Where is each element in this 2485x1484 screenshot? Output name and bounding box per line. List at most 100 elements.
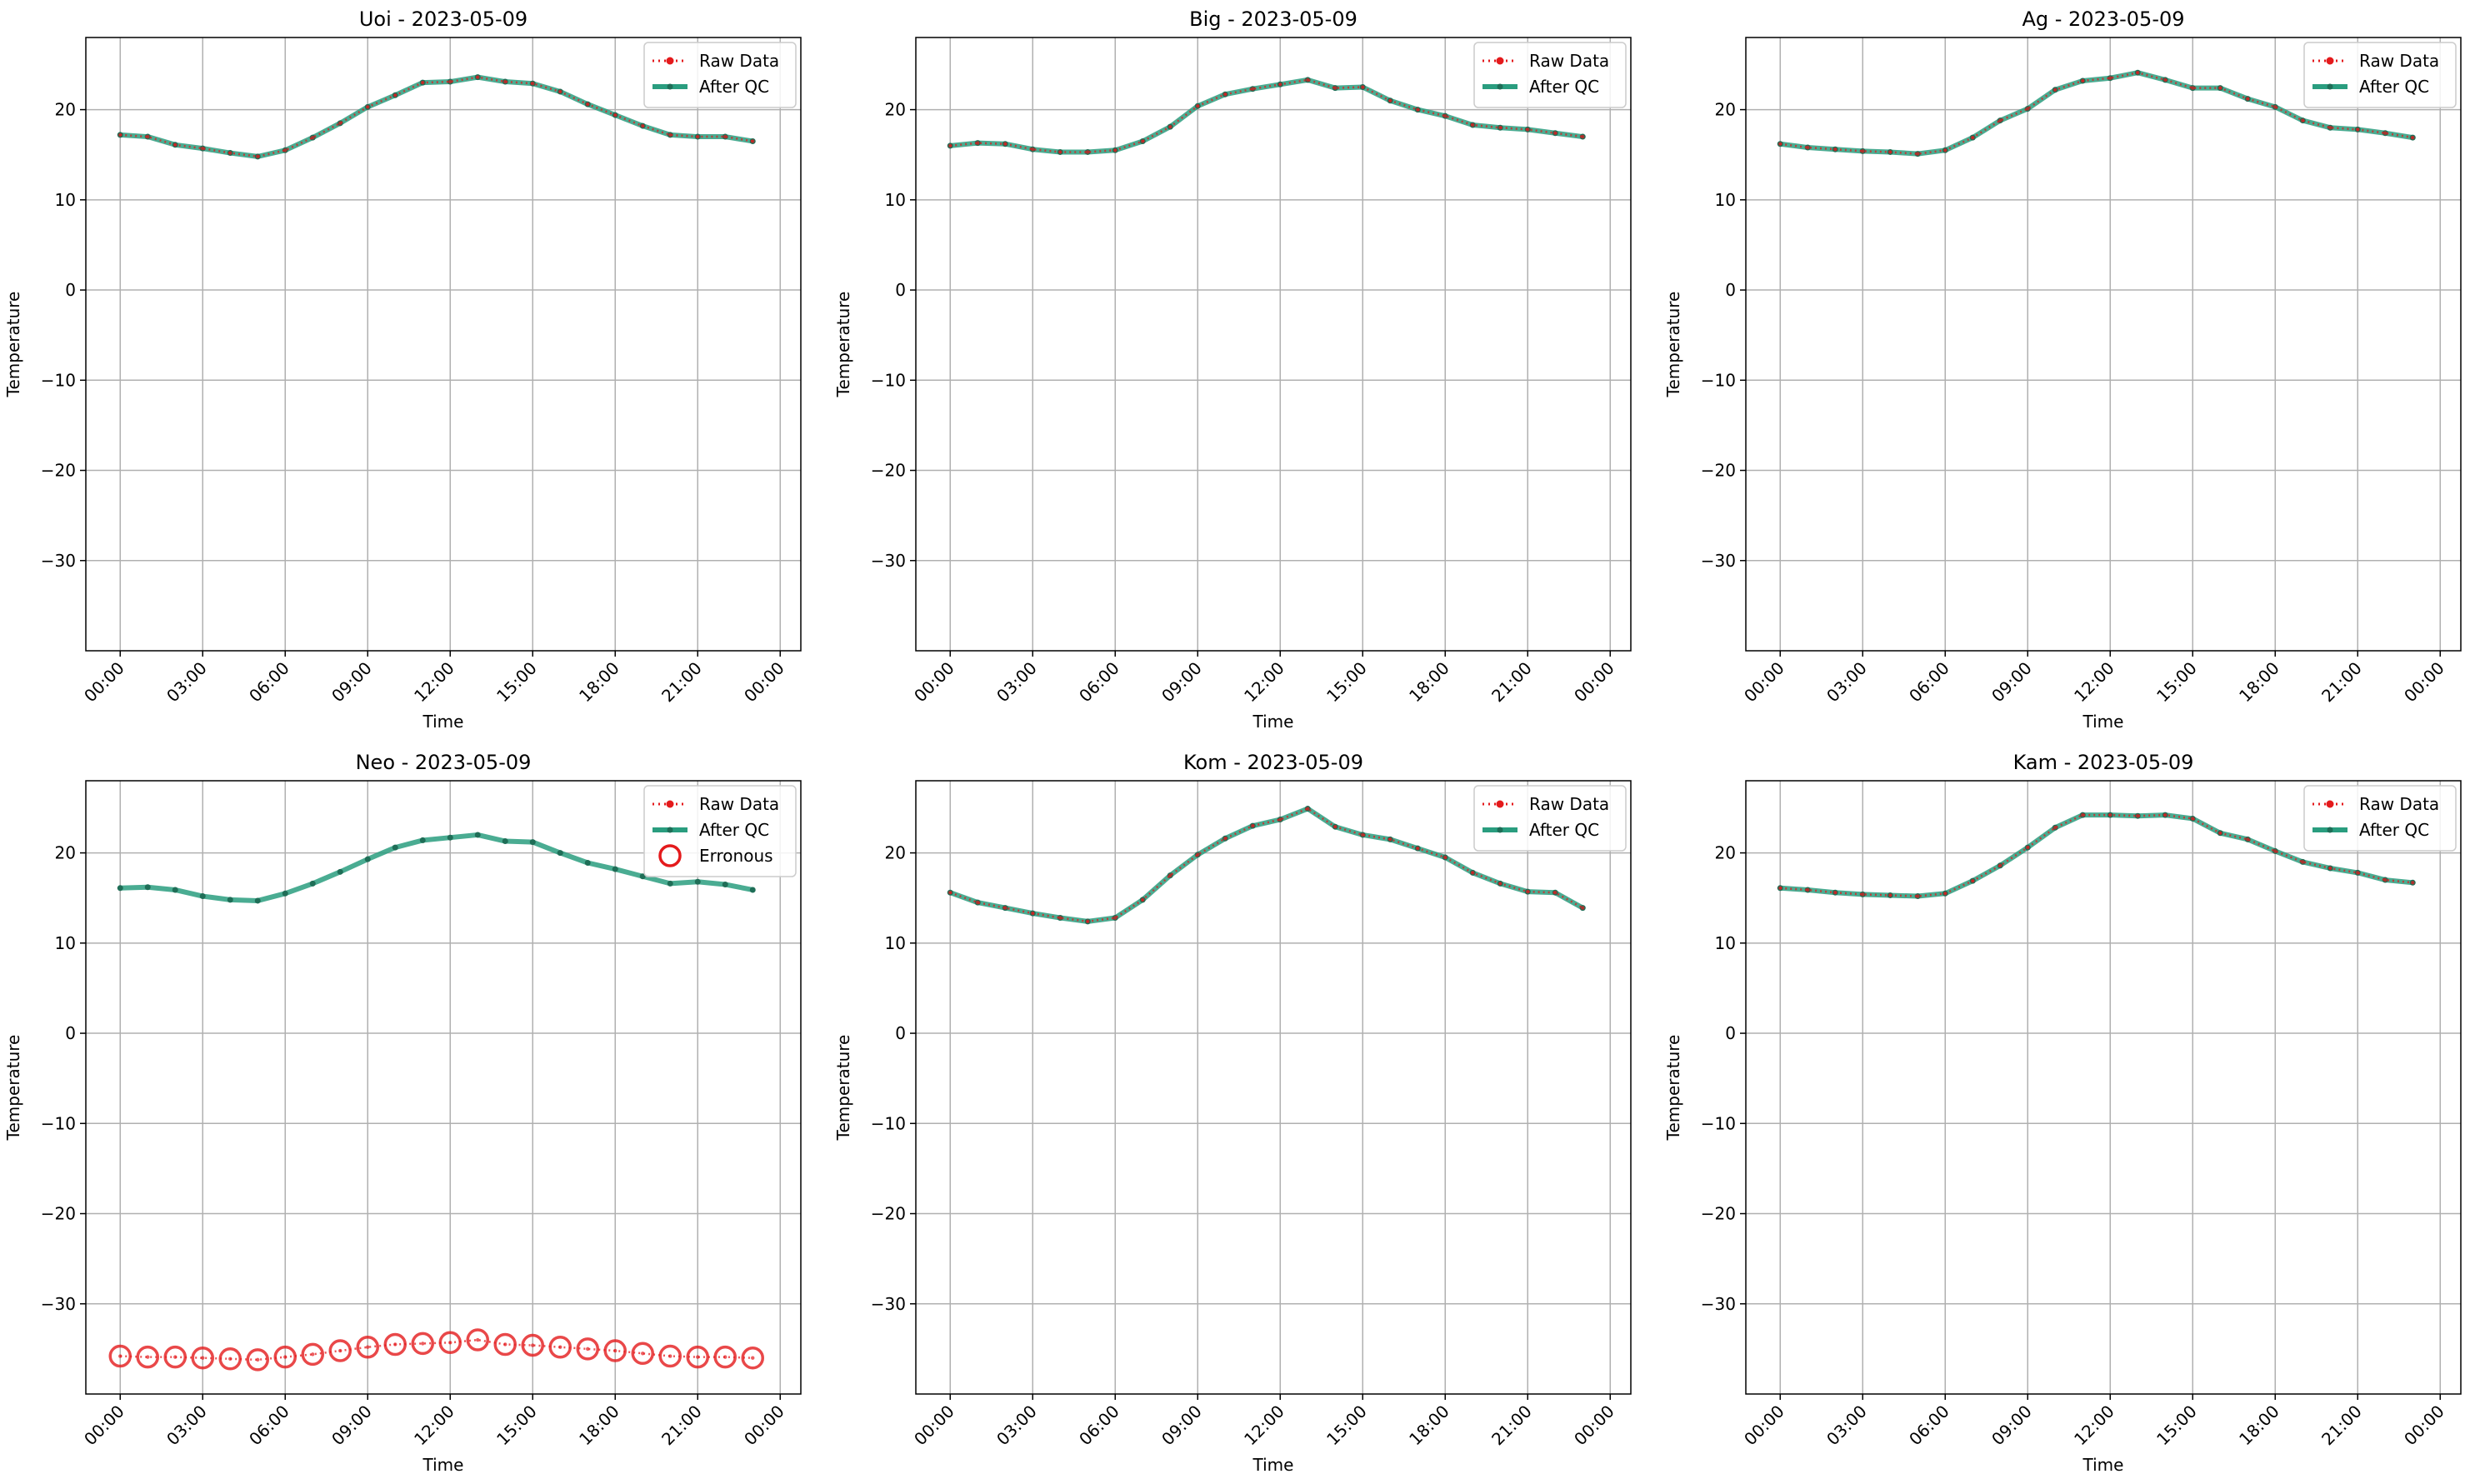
series-raw-data-line [1780, 813, 2413, 897]
raw-data-point [1943, 148, 1948, 152]
x-tick-label: 09:00 [1988, 1402, 2036, 1450]
series-raw-data-line [949, 807, 1583, 923]
after-qc-point [667, 880, 673, 887]
x-tick-label: 00:00 [1570, 1402, 1618, 1450]
raw-data-point [1251, 823, 1255, 828]
y-axis-label: Temperature [833, 292, 853, 398]
x-tick-label: 00:00 [1570, 658, 1618, 707]
raw-data-point [421, 80, 425, 85]
raw-data-point [1306, 807, 1310, 811]
raw-data-point [1443, 113, 1448, 118]
x-tick-label: 18:00 [575, 658, 623, 707]
subplot-4: Neo - 2023-05-09 00:00 03:00 06:00 09:00 12:0… [3, 751, 802, 1475]
x-tick-label: 09:00 [1158, 1402, 1206, 1450]
x-tick-label: 00:00 [910, 658, 958, 707]
legend: Raw Data After QC [643, 42, 797, 108]
x-tick-label: 09:00 [1158, 658, 1206, 707]
raw-data-point [586, 1347, 590, 1352]
plot-frame [915, 37, 1632, 652]
legend-box [643, 42, 797, 108]
raw-data-point [1388, 837, 1392, 842]
y-tick-label: −30 [1701, 1294, 1736, 1314]
raw-data-point [613, 112, 618, 117]
raw-data-point [1333, 825, 1338, 829]
x-tick-label: 06:00 [1075, 658, 1123, 707]
legend-box [1473, 42, 1627, 108]
raw-data-point [146, 1355, 150, 1359]
subplot-3: Ag - 2023-05-09 00:00 03:00 06:00 09:00 12:00… [1663, 7, 2462, 732]
erroneous-point [548, 1335, 572, 1359]
after-qc-point [722, 881, 728, 887]
raw-data-point [1086, 150, 1090, 154]
raw-data-point [948, 143, 952, 148]
raw-data-point [1526, 127, 1530, 132]
raw-data-point [2356, 871, 2360, 875]
x-tick-label: 06:00 [245, 1402, 293, 1450]
y-tick-label: −30 [871, 551, 906, 571]
legend-label: Raw Data [699, 794, 779, 814]
raw-data-point [1278, 817, 1282, 822]
raw-data-point [201, 1356, 205, 1360]
plot-frame [915, 780, 1632, 1395]
raw-data-point [1416, 107, 1420, 112]
erroneous-point [713, 1345, 737, 1369]
x-tick-label: 00:00 [2400, 1402, 2448, 1450]
erroneous-point [411, 1332, 434, 1356]
y-tick-label: −20 [41, 461, 76, 481]
after-qc-point [557, 850, 563, 857]
raw-data-point [2218, 831, 2222, 835]
raw-data-point [1031, 147, 1035, 152]
after-qc-point [502, 838, 508, 845]
y-tick-label: −10 [1701, 370, 1736, 390]
y-tick-label: 20 [885, 843, 906, 863]
raw-data-point [366, 105, 370, 109]
raw-data-point [1526, 889, 1530, 894]
raw-data-point [1888, 893, 1892, 897]
raw-data-point [283, 148, 288, 152]
y-tick-label: 10 [885, 190, 906, 210]
raw-data-point [751, 1356, 755, 1360]
raw-data-point [201, 146, 205, 151]
legend-label: After QC [2359, 77, 2429, 97]
erroneous-point [218, 1347, 242, 1371]
raw-data-point [2081, 78, 2085, 83]
legend-item: After QC [652, 820, 769, 840]
raw-data-point [1471, 122, 1475, 127]
raw-data-point [1553, 891, 1558, 895]
raw-data-point [118, 132, 122, 137]
x-tick-label: 15:00 [1322, 1402, 1371, 1450]
raw-data-point [2053, 87, 2058, 92]
raw-data-point [2108, 812, 2112, 817]
y-tick-label: −30 [41, 551, 76, 571]
raw-data-point [1278, 82, 1282, 87]
legend-label: After QC [1529, 820, 1599, 840]
legend-box [643, 785, 797, 877]
legend-raw-marker [666, 57, 674, 65]
x-tick-label: 21:00 [1488, 658, 1536, 707]
raw-data-point [1141, 897, 1145, 902]
raw-data-point [976, 141, 980, 145]
y-tick-label: −20 [1701, 461, 1736, 481]
series-raw-data-line [950, 78, 1583, 153]
after-qc-point [612, 866, 618, 872]
raw-data-point [1471, 871, 1475, 875]
raw-data-point [1833, 891, 1838, 895]
chart-title: Uoi - 2023-05-09 [359, 7, 528, 31]
y-tick-label: 0 [65, 280, 76, 300]
raw-data-point [256, 1357, 260, 1362]
legend-item: Raw Data [1482, 51, 1609, 71]
x-tick-label: 00:00 [1740, 658, 1788, 707]
y-tick-label: −20 [871, 461, 906, 481]
raw-data-point [1778, 886, 1782, 891]
raw-data-point [2411, 881, 2415, 885]
x-tick-label: 18:00 [2235, 1402, 2283, 1450]
legend-box [1473, 785, 1627, 852]
raw-data-point [531, 82, 535, 86]
raw-data-point [1333, 86, 1338, 90]
raw-data-point [558, 1345, 562, 1349]
series-raw-data-line [120, 1338, 753, 1362]
x-tick-label: 03:00 [162, 1402, 211, 1450]
y-tick-label: 10 [1715, 933, 1736, 953]
raw-data-point [2273, 849, 2278, 853]
